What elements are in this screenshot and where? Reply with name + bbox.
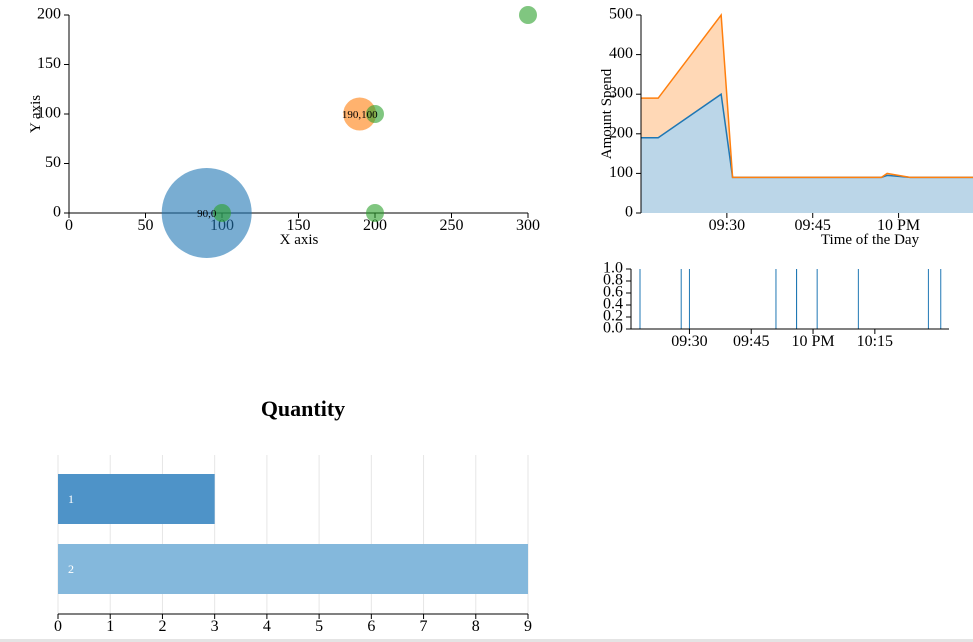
scatter-x-tick-label: 300 [516, 217, 540, 234]
bar-x-tick-label: 8 [472, 618, 480, 635]
scatter-x-axis: 050100150200250300 [65, 212, 540, 234]
scatter-y-axis-title: Y axis [28, 95, 44, 133]
bar-rect [58, 544, 528, 594]
area-y-tick-label: 100 [609, 164, 633, 181]
bar-category-label: 2 [68, 562, 74, 576]
bar-x-tick-label: 9 [524, 618, 532, 635]
scatter-y-tick-label: 100 [37, 105, 61, 122]
bar-chart-title: Quantity [261, 396, 345, 421]
bar-rect [58, 474, 215, 524]
area-x-tick-label: 09:30 [709, 217, 745, 234]
scatter-x-axis-title: X axis [280, 232, 319, 248]
area-y-axis: 0 100 200 300 400 500 [609, 6, 642, 221]
event-x-tick-label: 09:45 [733, 333, 769, 350]
scatter-x-tick-label: 250 [440, 217, 464, 234]
bar-x-tick-label: 3 [211, 618, 219, 635]
bar-x-tick-label: 1 [106, 618, 114, 635]
area-y-tick-label: 0 [625, 204, 633, 221]
area-y-axis-title: Amount Spend [599, 68, 615, 159]
scatter-y-axis: 0 50 100 150 200 [37, 6, 70, 221]
scatter-bubble [519, 6, 537, 24]
horizontal-scrollbar[interactable] [0, 639, 973, 642]
bar-x-tick-label: 4 [263, 618, 271, 635]
event-y-tick-label: 1.0 [603, 260, 623, 277]
scatter-x-tick-label: 0 [65, 217, 73, 234]
scatter-x-tick-label: 50 [138, 217, 154, 234]
scatter-bubble [161, 168, 252, 258]
bar-x-axis: 0 1 2 3 4 5 6 7 8 9 [54, 613, 532, 635]
bar-x-tick-label: 6 [367, 618, 375, 635]
event-y-tick-label: 0.6 [603, 284, 623, 301]
bar-x-tick-label: 0 [54, 618, 62, 635]
scatter-y-tick-label: 0 [53, 204, 61, 221]
event-x-tick-label: 10 PM [791, 333, 834, 350]
area-y-tick-label: 400 [609, 45, 633, 62]
bar-x-tick-label: 5 [315, 618, 323, 635]
area-series-1-fill [641, 94, 973, 213]
scatter-bubble [366, 105, 384, 123]
area-y-tick-label: 200 [609, 124, 633, 141]
bubble-scatter-chart: 0 50 100 150 200 250 300 0 50 100 150 200 X axis Y ax… [28, 6, 540, 258]
scatter-bubble-label: 190,100 [342, 109, 378, 121]
area-x-axis-title: Time of the Day [821, 232, 920, 248]
area-x-axis: 09:30 09:45 10 PM [709, 213, 920, 234]
area-series-2-line [641, 12, 973, 179]
bar-x-tick-label: 2 [158, 618, 166, 635]
area-x-tick-label: 09:45 [794, 217, 830, 234]
quantity-bar-chart: Quantity 1 2 0 1 2 3 4 5 6 7 8 9 [54, 396, 532, 635]
bar-category-label: 1 [68, 492, 74, 506]
event-y-tick-label: 0.4 [603, 296, 623, 313]
scatter-y-tick-label: 50 [45, 154, 61, 171]
event-x-tick-label: 10:15 [857, 333, 893, 350]
event-x-tick-label: 09:30 [671, 333, 707, 350]
event-y-tick-label: 0.8 [603, 272, 623, 289]
event-y-axis: 0.00.20.40.60.81.0 [603, 260, 632, 337]
scatter-bubble-label: 90,0 [197, 208, 217, 220]
event-timeline-chart: 0.00.20.40.60.81.0 09:30 09:45 10 PM 10:15 [603, 260, 949, 350]
area-y-tick-label: 500 [609, 6, 633, 23]
bar-x-tick-label: 7 [420, 618, 428, 635]
area-x-tick-label: 10 PM [877, 217, 920, 234]
scatter-bubble [213, 204, 231, 222]
event-y-tick-label: 0.2 [603, 308, 623, 325]
event-x-axis: 09:30 09:45 10 PM 10:15 [631, 328, 949, 350]
scatter-y-tick-label: 200 [37, 6, 61, 23]
scatter-x-tick-label: 150 [287, 217, 311, 234]
area-y-tick-label: 300 [609, 85, 633, 102]
scatter-bubble [366, 204, 384, 222]
scatter-bubble [343, 97, 377, 131]
scatter-x-tick-label: 200 [363, 217, 387, 234]
event-y-tick-label: 0.0 [603, 320, 623, 337]
scatter-y-tick-label: 150 [37, 55, 61, 72]
